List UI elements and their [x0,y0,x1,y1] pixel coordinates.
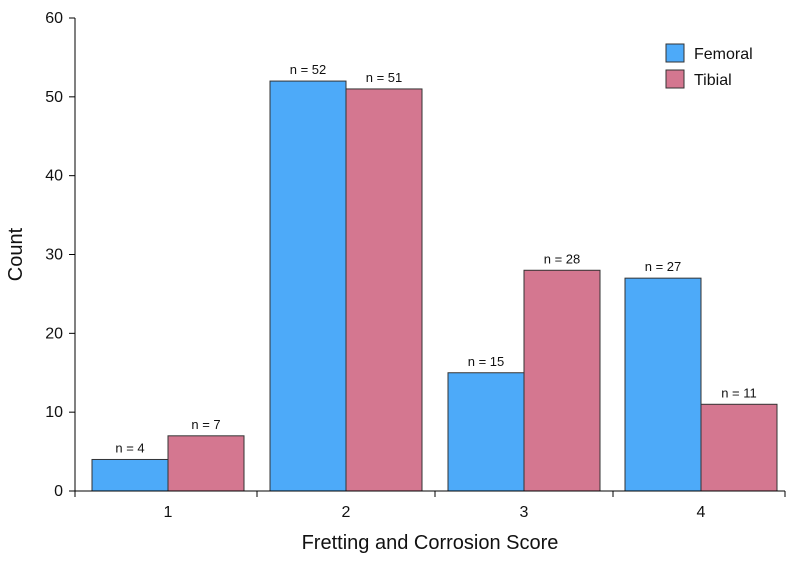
data-label: n = 51 [366,70,403,85]
plot-area: n = 4 n = 52 n = 15 n = 27 n = 7 n = 51 n = 28… [91,62,778,492]
y-tick-label: 50 [45,89,63,106]
legend-label-femoral: Femoral [694,46,753,63]
y-tick-label: 20 [45,325,63,342]
data-label: n = 15 [468,354,505,369]
axes: 0 10 20 30 40 50 60 1 2 3 4 [45,10,786,521]
x-tick-label: 3 [520,504,529,521]
y-tick-label: 60 [45,10,63,27]
y-tick-label: 30 [45,247,63,264]
x-tick-label: 1 [164,504,173,521]
x-tick-label: 2 [342,504,351,521]
bar-tibial-3 [523,269,601,492]
bar-femoral-1 [91,458,169,492]
legend-swatch-femoral [665,43,685,63]
x-axis-title: Fretting and Corrosion Score [302,532,559,554]
bar-tibial-4 [700,403,778,492]
data-label: n = 52 [290,62,327,77]
x-tick-label: 4 [697,504,706,521]
legend-label-tibial: Tibial [694,72,732,89]
data-label: n = 28 [544,251,581,266]
bar-tibial-2 [345,88,423,492]
y-axis-title: Count [5,227,27,281]
y-tick-label: 10 [45,404,63,421]
bar-femoral-4 [624,277,702,492]
data-label: n = 11 [721,385,757,400]
legend-swatch-tibial [665,69,685,89]
bar-tibial-1 [167,435,245,492]
data-label: n = 7 [191,417,220,432]
y-tick-label: 40 [45,168,63,185]
bar-femoral-2 [269,80,347,492]
bar-femoral-3 [447,372,525,492]
legend: Femoral Tibial [665,43,753,89]
y-tick-label: 0 [54,483,63,500]
data-label: n = 27 [645,259,682,274]
data-label: n = 4 [115,440,144,455]
